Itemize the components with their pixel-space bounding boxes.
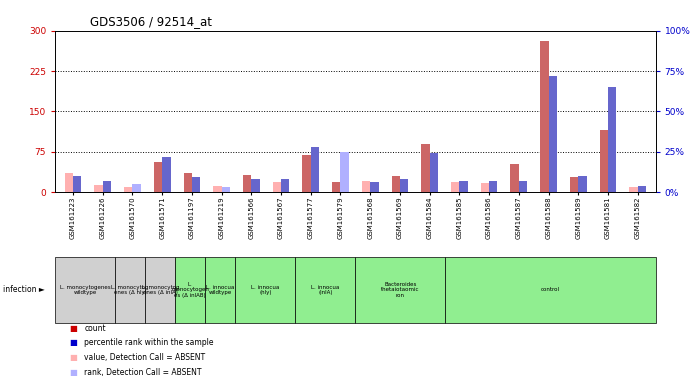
Text: L. innocua
wildtype: L. innocua wildtype <box>206 285 235 295</box>
Bar <box>489 181 497 192</box>
Bar <box>400 179 408 192</box>
Bar <box>124 187 132 192</box>
Bar <box>95 185 103 192</box>
Bar <box>481 183 489 192</box>
Bar <box>460 181 468 192</box>
Text: count: count <box>84 324 106 333</box>
Text: percentile rank within the sample: percentile rank within the sample <box>84 338 214 348</box>
Bar <box>519 181 527 192</box>
Bar <box>629 187 638 192</box>
Text: rank, Detection Call = ABSENT: rank, Detection Call = ABSENT <box>84 367 201 377</box>
Bar <box>192 177 200 192</box>
Text: L. monocytogenes
wildtype: L. monocytogenes wildtype <box>60 285 110 295</box>
Bar <box>213 185 221 192</box>
Text: GDS3506 / 92514_at: GDS3506 / 92514_at <box>90 15 212 28</box>
Text: ■: ■ <box>69 324 77 333</box>
Text: control: control <box>541 287 560 293</box>
Bar <box>243 175 251 192</box>
Bar <box>371 182 379 192</box>
Text: ■: ■ <box>69 367 77 377</box>
Bar <box>340 152 349 192</box>
Text: ■: ■ <box>69 338 77 348</box>
Bar <box>302 156 311 192</box>
Bar <box>362 181 371 192</box>
Bar <box>73 176 81 192</box>
Bar <box>273 182 281 192</box>
Bar <box>65 173 73 192</box>
Bar <box>422 144 430 192</box>
Bar <box>103 181 111 192</box>
Bar <box>540 41 549 192</box>
Text: ■: ■ <box>69 353 77 362</box>
Bar <box>549 76 557 192</box>
Bar <box>600 130 608 192</box>
Bar <box>162 157 170 192</box>
Text: value, Detection Call = ABSENT: value, Detection Call = ABSENT <box>84 353 206 362</box>
Bar <box>451 182 460 192</box>
Bar <box>221 187 230 192</box>
Bar <box>511 164 519 192</box>
Text: L.
monocytogen
es (Δ inlAB): L. monocytogen es (Δ inlAB) <box>171 281 209 298</box>
Text: L. monocytog
enes (Δ inlA): L. monocytog enes (Δ inlA) <box>141 285 179 295</box>
Bar <box>154 162 162 192</box>
Bar <box>132 184 141 192</box>
Bar <box>251 179 259 192</box>
Text: Bacteroides
thetaiotaomic
ron: Bacteroides thetaiotaomic ron <box>381 281 420 298</box>
Text: L. innocua
(inlA): L. innocua (inlA) <box>311 285 339 295</box>
Bar <box>310 147 319 192</box>
Bar <box>184 173 192 192</box>
Text: L. innocua
(hly): L. innocua (hly) <box>251 285 279 295</box>
Bar <box>332 182 340 192</box>
Bar <box>392 176 400 192</box>
Bar <box>578 176 586 192</box>
Text: infection ►: infection ► <box>3 285 46 295</box>
Text: L. monocytog
enes (Δ hly): L. monocytog enes (Δ hly) <box>112 285 149 295</box>
Bar <box>608 87 616 192</box>
Bar <box>430 153 438 192</box>
Bar <box>570 177 578 192</box>
Bar <box>638 185 646 192</box>
Bar <box>281 179 289 192</box>
